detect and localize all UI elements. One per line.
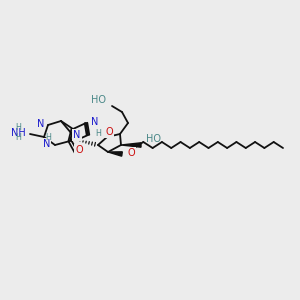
Text: H: H [15,124,21,133]
Text: HO: HO [91,95,106,105]
Text: O: O [105,127,113,137]
Text: HO: HO [146,134,161,144]
Text: N: N [73,130,81,140]
Text: H: H [95,130,101,139]
Text: H: H [15,134,21,142]
Text: N: N [43,139,50,149]
Text: N: N [91,117,98,127]
Text: O: O [127,148,135,158]
Text: NH: NH [11,128,26,138]
Polygon shape [121,143,141,147]
Polygon shape [108,152,122,156]
Text: N: N [37,119,44,129]
Text: O: O [75,145,83,155]
Text: H: H [45,134,51,142]
